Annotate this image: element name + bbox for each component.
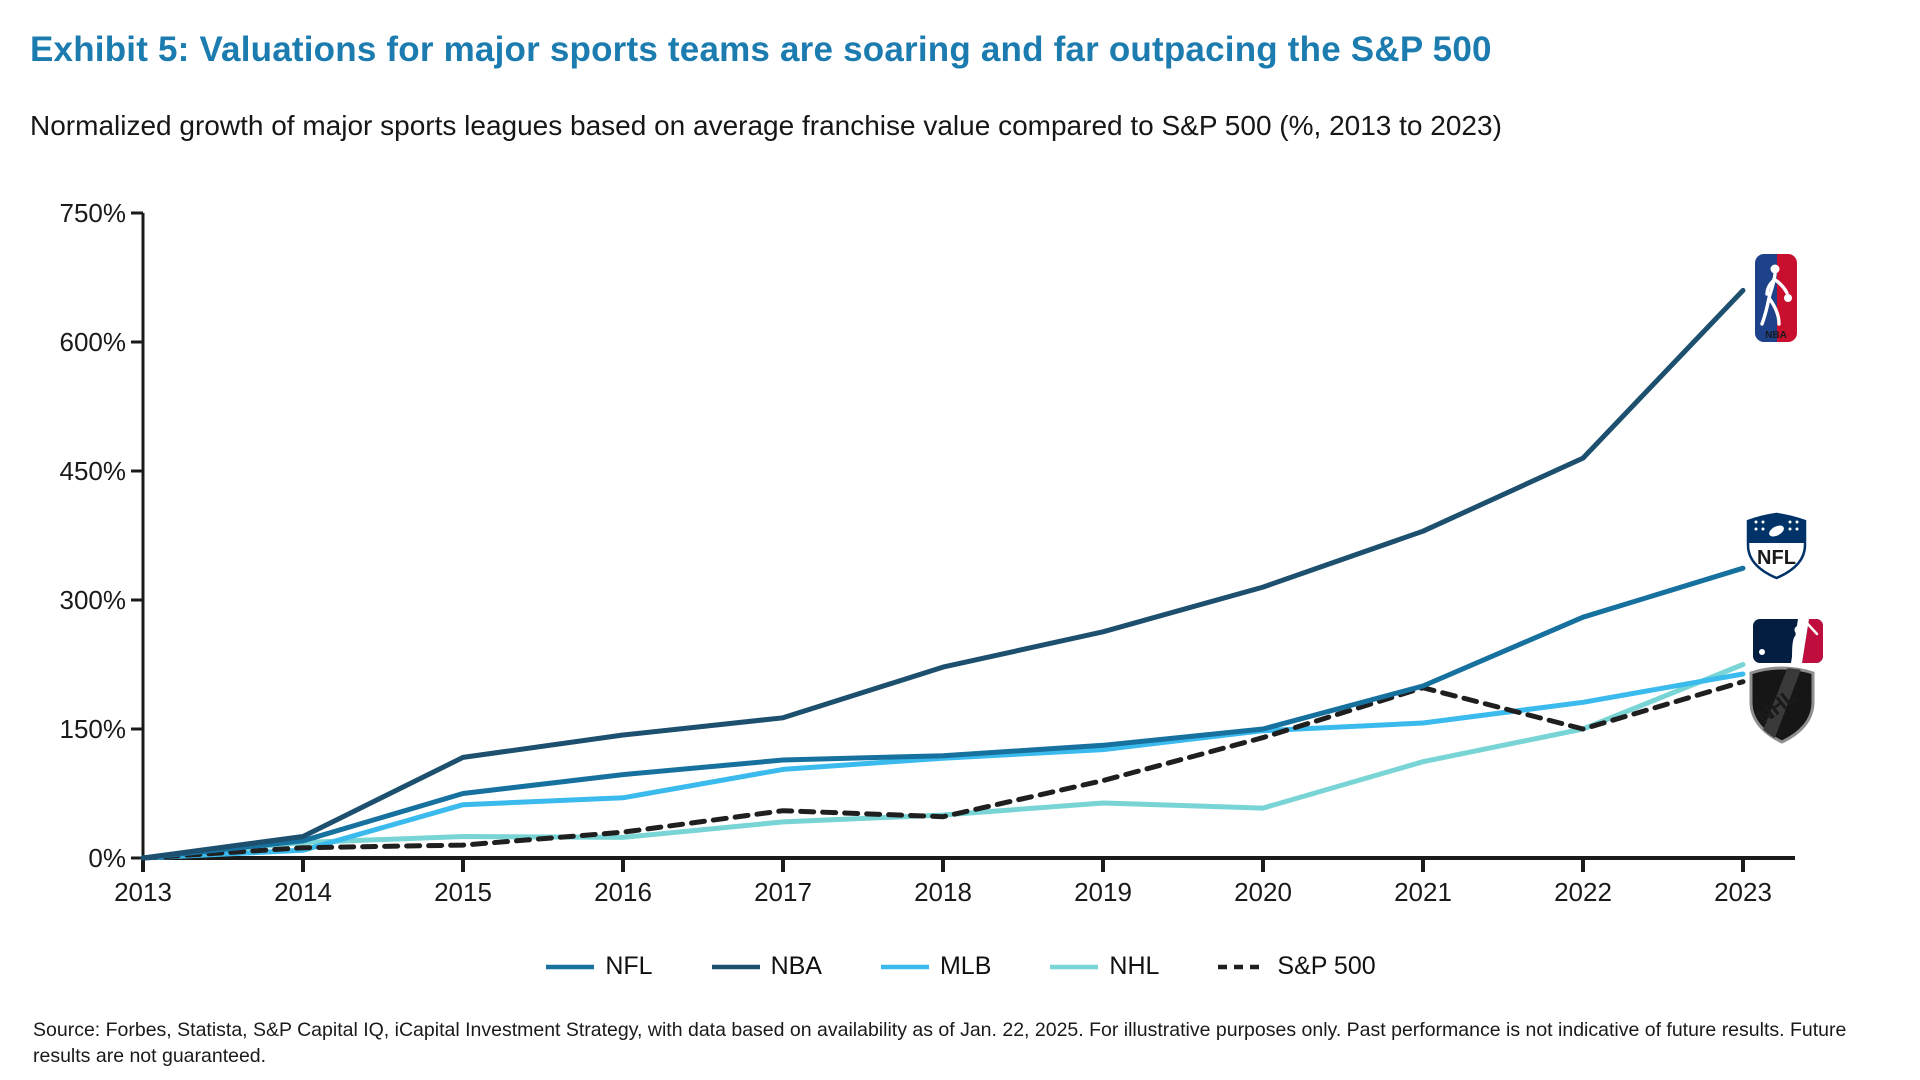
chart-legend: NFL NBA MLB NHL S&P 500 — [0, 952, 1920, 981]
nba-logo-icon: NBA — [1755, 254, 1797, 342]
x-tick-label: 2014 — [274, 877, 332, 907]
legend-label: NBA — [770, 952, 822, 980]
x-tick-label: 2021 — [1394, 877, 1452, 907]
x-tick-label: 2020 — [1234, 877, 1292, 907]
svg-text:NBA: NBA — [1765, 330, 1787, 341]
x-tick-label: 2018 — [914, 877, 972, 907]
legend-item-mlb: MLB — [879, 952, 991, 981]
y-axis — [131, 211, 145, 860]
legend-item-nba: NBA — [710, 952, 822, 981]
x-tick-label: 2016 — [594, 877, 652, 907]
nfl-line — [140, 565, 1746, 861]
x-tick-label: 2013 — [114, 877, 172, 907]
legend-label: NFL — [605, 952, 653, 980]
s-p-500-legend-swatch — [1218, 964, 1267, 969]
mlb-line — [140, 671, 1746, 861]
nba-legend-swatch — [711, 964, 760, 969]
x-axis — [141, 856, 1795, 872]
chart-subtitle: Normalized growth of major sports league… — [30, 110, 1502, 141]
nhl-legend-swatch — [1050, 964, 1099, 969]
x-tick-label: 2023 — [1714, 877, 1772, 907]
x-tick-label: 2019 — [1074, 877, 1132, 907]
nba-line — [140, 287, 1746, 861]
legend-item-nfl: NFL — [544, 952, 653, 981]
x-tick-label: 2015 — [434, 877, 492, 907]
legend-item-s-p-500: S&P 500 — [1216, 952, 1376, 981]
nhl-logo-icon: NHL — [1749, 666, 1815, 744]
y-tick-label: 300% — [60, 585, 127, 615]
legend-label: MLB — [939, 952, 992, 980]
y-tick-label: 0% — [88, 843, 126, 873]
nfl-legend-swatch — [546, 964, 595, 969]
y-tick-label: 150% — [60, 714, 127, 744]
y-tick-label: 750% — [60, 198, 127, 228]
x-tick-label: 2017 — [754, 877, 812, 907]
legend-label: S&P 500 — [1277, 952, 1376, 980]
x-tick-label: 2022 — [1554, 877, 1612, 907]
y-tick-label: 450% — [60, 456, 127, 486]
mlb-logo-icon — [1753, 619, 1823, 663]
legend-item-nhl: NHL — [1048, 952, 1159, 981]
mlb-legend-swatch — [880, 964, 929, 969]
source-note: Source: Forbes, Statista, S&P Capital IQ… — [33, 1019, 1847, 1067]
page-title: Exhibit 5: Valuations for major sports t… — [30, 30, 1492, 69]
y-tick-label: 600% — [60, 327, 127, 357]
nfl-logo-icon: NFL — [1746, 512, 1807, 580]
legend-label: NHL — [1109, 952, 1160, 980]
svg-text:NFL: NFL — [1757, 547, 1796, 569]
s-p-500-line — [140, 679, 1746, 861]
